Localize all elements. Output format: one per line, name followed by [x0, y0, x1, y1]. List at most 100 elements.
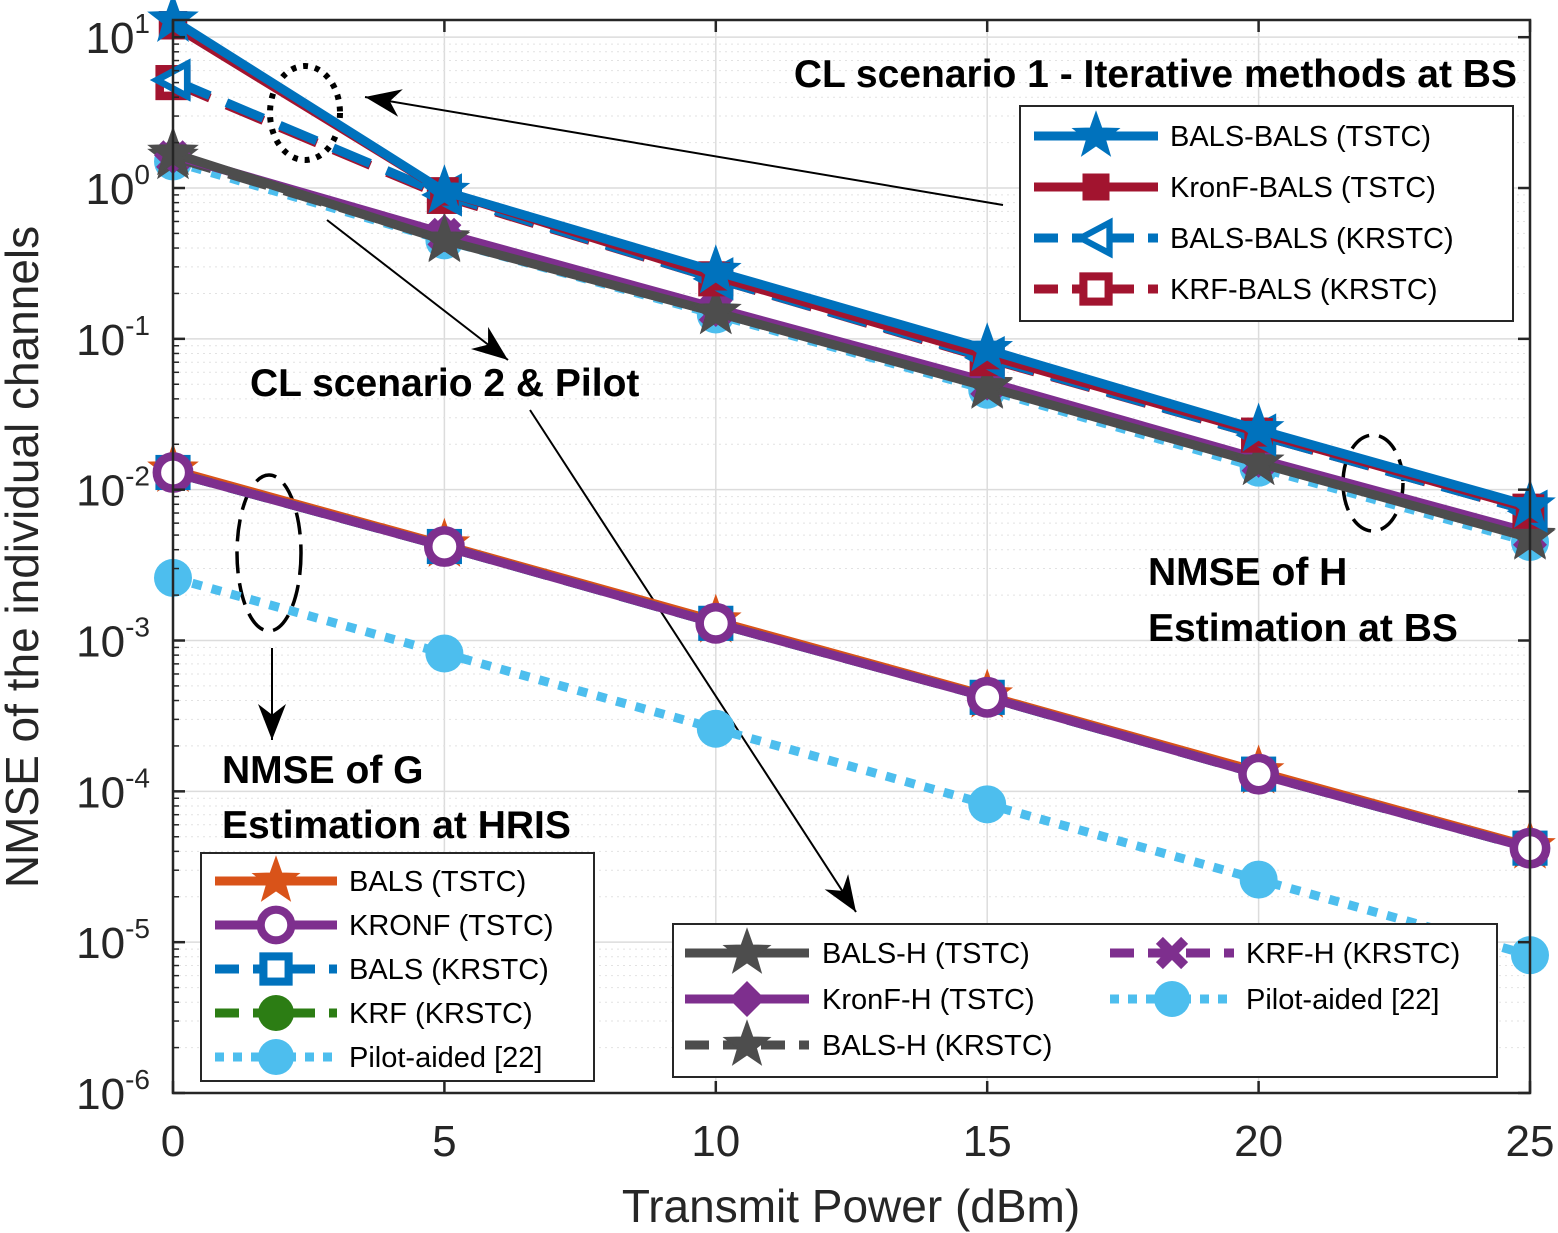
x-tick-label: 20	[1234, 1117, 1283, 1166]
y-tick-label: 100	[85, 159, 150, 214]
legend-entry-bals-h-tstc: BALS-H (TSTC)	[685, 927, 1030, 974]
legend-entry-bals-krstc: BALS (KRSTC)	[215, 952, 549, 986]
legend-entry-bals-bals-krstc: BALS-BALS (KRSTC)	[1034, 217, 1454, 259]
arrow-cl2-upper-head	[470, 326, 508, 360]
series-line	[170, 16, 1532, 511]
legend-marker	[722, 1019, 772, 1066]
legend-marker	[1071, 110, 1121, 157]
legend-entry-kronf-tstc: KRONF (TSTC)	[215, 905, 554, 945]
legend-label: KronF-BALS (TSTC)	[1170, 172, 1436, 204]
legend-h-scenario-2: BALS-H (TSTC) KronF-H (TSTC) BALS-H (KRSTC…	[672, 923, 1498, 1078]
legend-label: Pilot-aided [22]	[1246, 984, 1439, 1016]
legend-label: BALS (KRSTC)	[349, 954, 549, 986]
legend-g-estimation: BALS (TSTC) KRONF (TSTC) BALS (KRSTC) KRF (…	[200, 852, 595, 1082]
data-point	[696, 709, 735, 748]
y-tick-label: 10-4	[76, 762, 150, 817]
data-point	[695, 602, 737, 644]
arrow-g-head	[258, 704, 286, 740]
legend-entry-bals-tstc: BALS (TSTC)	[215, 855, 526, 902]
annotation-nmse-h-line1: NMSE of H	[1148, 551, 1347, 594]
legend-marker	[1079, 272, 1113, 306]
legend-marker	[722, 927, 772, 974]
y-tick-label: 10-5	[76, 913, 150, 968]
annotation-nmse-g-line1: NMSE of G	[222, 749, 424, 792]
data-point	[966, 676, 1008, 718]
x-tick-label: 10	[691, 1117, 740, 1166]
data-point	[968, 785, 1007, 824]
legend-marker	[1154, 981, 1190, 1017]
data-point	[1232, 436, 1285, 486]
data-point	[1239, 860, 1278, 899]
data-point	[423, 526, 465, 567]
legend-label: KRF-H (KRSTC)	[1246, 938, 1460, 970]
legend-entry-krf-h-krstc: KRF-H (KRSTC)	[1110, 936, 1460, 970]
legend-marker	[1082, 173, 1110, 201]
data-point	[961, 322, 1014, 372]
data-point	[1232, 402, 1285, 452]
legend-label: BALS-BALS (TSTC)	[1170, 121, 1431, 153]
legend-label: KRF-BALS (KRSTC)	[1170, 274, 1437, 306]
annotation-nmse-h-line2: Estimation at BS	[1148, 607, 1458, 650]
legend-entry-pilot-aided-22: Pilot-aided [22]	[215, 1039, 542, 1075]
legend-marker	[1155, 936, 1189, 970]
series-line	[171, 468, 1532, 853]
x-tick-label: 25	[1506, 1117, 1555, 1166]
legend-marker	[251, 855, 301, 902]
legend-entry-bals-bals-tstc: BALS-BALS (TSTC)	[1034, 110, 1431, 157]
annotation-nmse-g-line2: Estimation at HRIS	[222, 804, 571, 847]
legend-label: BALS-BALS (KRSTC)	[1170, 223, 1454, 255]
annotation-arrows	[235, 63, 1405, 913]
data-point	[418, 164, 471, 214]
data-point	[418, 213, 471, 263]
legend-entry-krf-bals-krstc: KRF-BALS (KRSTC)	[1034, 272, 1437, 306]
legend-entry-bals-h-krstc: BALS-H (KRSTC)	[685, 1019, 1052, 1066]
x-axis-label: Transmit Power (dBm)	[622, 1180, 1080, 1232]
data-point	[689, 285, 742, 335]
annotation-cl-scenario-1: CL scenario 1 - Iterative methods at BS	[794, 53, 1517, 96]
arrow-cl1-head	[365, 89, 403, 117]
series-line	[171, 573, 1532, 960]
legend-label: BALS-H (KRSTC)	[822, 1030, 1052, 1062]
arrow-cl2-upper	[326, 219, 509, 361]
arrow-cl2-lower	[529, 409, 857, 913]
data-point	[425, 634, 464, 673]
data-point	[689, 244, 742, 294]
y-tick-label: 10-2	[76, 461, 150, 516]
legend-marker	[256, 905, 296, 945]
legend-h-scenario-1: BALS-BALS (TSTC) KronF-BALS (TSTC) BALS-BA…	[1019, 105, 1514, 322]
legend-label: BALS (TSTC)	[349, 866, 526, 898]
y-axis-label: NMSE of the individual channels	[0, 226, 48, 888]
series-line	[171, 149, 1532, 543]
plot-frame	[171, 18, 1532, 1095]
arrow-cl1	[364, 96, 1004, 206]
legend-label: KRF (KRSTC)	[349, 998, 533, 1030]
x-tick-label: 5	[432, 1117, 456, 1166]
y-tick-label: 101	[85, 8, 150, 63]
legend-label: KRONF (TSTC)	[349, 910, 554, 942]
y-tick-label: 10-6	[76, 1064, 150, 1119]
arrow-cl2-lower-head	[824, 874, 856, 912]
legend-entry-pilot-aided-22: Pilot-aided [22]	[1110, 981, 1439, 1017]
x-tick-label: 0	[161, 1117, 185, 1166]
ellipse-cl1	[267, 63, 343, 163]
ellipse-h	[1341, 433, 1405, 533]
legend-marker	[1073, 217, 1113, 259]
data-point	[1238, 753, 1280, 795]
annotation-cl-scenario-2: CL scenario 2 & Pilot	[250, 362, 639, 405]
legend-marker	[258, 1039, 294, 1075]
y-tick-label: 10-3	[76, 612, 150, 667]
data-point	[961, 359, 1014, 409]
legend-marker	[729, 981, 765, 1017]
axis-ticks: 0 5 10 15 20 25 101 100 10-1 10-2 10-3 10-4 10-5 10-6	[76, 8, 1554, 1166]
legend-box	[672, 923, 1498, 1078]
legend-entry-krf-krstc: KRF (KRSTC)	[215, 995, 533, 1031]
legend-marker	[258, 995, 294, 1031]
y-tick-label: 10-1	[76, 310, 150, 365]
legend-label: KronF-H (TSTC)	[822, 984, 1035, 1016]
ellipse-g	[235, 473, 303, 633]
x-tick-label: 15	[963, 1117, 1012, 1166]
legends: BALS-BALS (TSTC) KronF-BALS (TSTC) BALS-BA…	[200, 105, 1514, 1082]
legend-marker	[259, 952, 293, 986]
legend-entry-kronf-h-tstc: KronF-H (TSTC)	[685, 981, 1035, 1017]
